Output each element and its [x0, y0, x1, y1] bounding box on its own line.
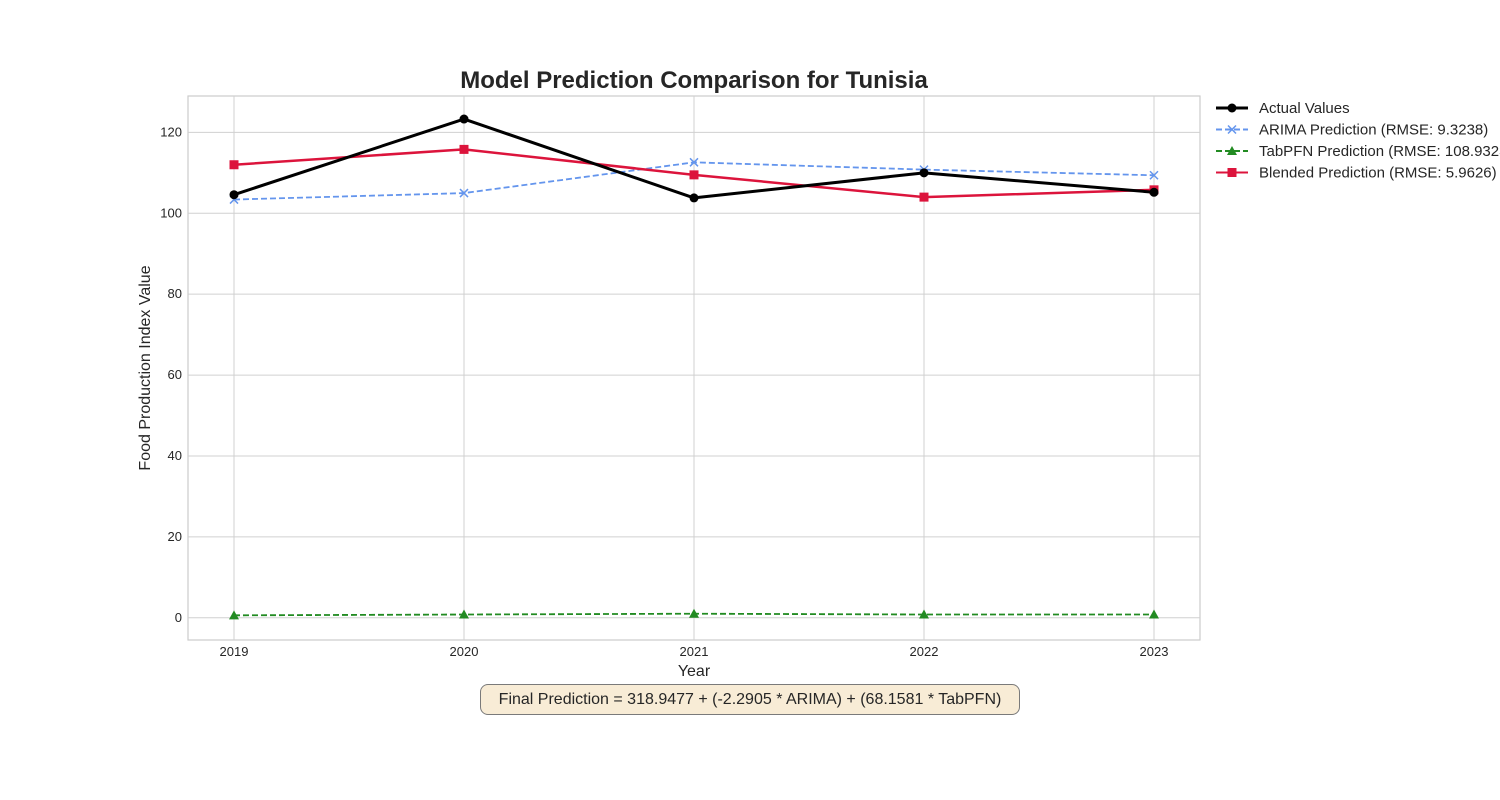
- data-point: [919, 192, 929, 202]
- y-tick-label: 100: [160, 205, 182, 220]
- y-tick-label: 120: [160, 124, 182, 139]
- legend-marker: [1227, 103, 1237, 113]
- y-tick-label: 40: [168, 448, 182, 463]
- data-point: [459, 144, 469, 154]
- data-point: [459, 114, 469, 124]
- grid: [188, 96, 1200, 640]
- legend-marker: [1227, 124, 1237, 135]
- x-tick-label: 2021: [680, 644, 709, 659]
- data-point: [229, 610, 239, 620]
- data-point: [689, 608, 699, 618]
- legend: Actual Values ARIMA Prediction (RMSE: 9.3…: [1216, 100, 1500, 182]
- legend-label: ARIMA Prediction (RMSE: 9.3238): [1259, 122, 1488, 139]
- y-tick-label: 0: [175, 610, 182, 625]
- y-tick-label: 60: [168, 367, 182, 382]
- x-tick-label: 2022: [910, 644, 939, 659]
- tick-labels: 2019 2020 2021 2022 2023 0 20 40 60 80 100 120: [160, 124, 1168, 659]
- data-point: [229, 160, 239, 170]
- data-point: [689, 170, 699, 180]
- data-point: [689, 157, 699, 167]
- x-axis-label: Year: [678, 663, 711, 680]
- data-point: [919, 168, 929, 178]
- data-point: [459, 188, 469, 198]
- data-point: [1149, 187, 1159, 197]
- y-tick-label: 80: [168, 286, 182, 301]
- x-tick-label: 2020: [450, 644, 479, 659]
- data-point: [459, 609, 469, 619]
- y-tick-label: 20: [168, 529, 182, 544]
- x-tick-label: 2019: [220, 644, 249, 659]
- chart-title: Model Prediction Comparison for Tunisia: [460, 67, 928, 94]
- data-point: [229, 190, 239, 200]
- data-point: [1149, 170, 1159, 180]
- data-point: [1149, 609, 1159, 619]
- series-layer: [229, 114, 1159, 620]
- formula-annotation: Final Prediction = 318.9477 + (-2.2905 *…: [480, 684, 1020, 715]
- x-tick-label: 2023: [1140, 644, 1169, 659]
- data-point: [919, 609, 929, 619]
- legend-label: Actual Values: [1259, 100, 1350, 117]
- legend-marker: [1227, 168, 1237, 177]
- data-point: [689, 193, 699, 203]
- y-axis-label: Food Production Index Value: [137, 265, 154, 470]
- legend-label: Blended Prediction (RMSE: 5.9626): [1259, 165, 1497, 182]
- legend-marker: [1227, 146, 1237, 155]
- legend-label: TabPFN Prediction (RMSE: 108.9323): [1259, 143, 1500, 160]
